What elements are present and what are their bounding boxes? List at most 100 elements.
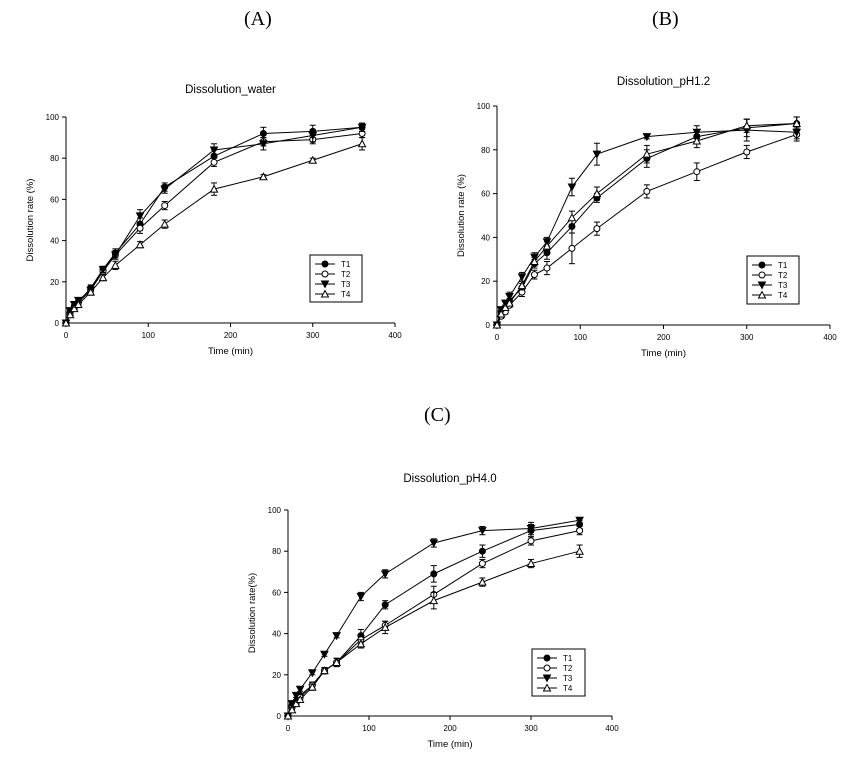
chart1-series-T4-point [65,310,75,319]
chart2-series-T4-point [742,121,752,130]
chart2-y-tick-label: 40 [481,233,490,242]
chart2-series-T4-point [567,213,577,222]
chart2-series-T4-point [642,149,652,158]
chart3-series-T4-point [320,666,329,675]
chart3-y-tick-label: 20 [272,671,281,680]
chart3-x-tick-label: 0 [286,724,291,733]
chart3-title: Dissolution_pH4.0 [403,473,496,485]
chart1-series-T4-point [308,155,318,164]
chart3-x-tick-label: 200 [443,724,457,733]
chart3-series-T4-point [332,657,341,666]
chart2-series-T3-point [642,133,652,142]
chart2-legend-T2-label: T2 [778,271,788,280]
chart3-series-T3-point [429,539,439,548]
chart1-series-T4-point [135,240,145,249]
chart1-series-T4-point [209,184,219,193]
chart1-legend-box [309,254,363,303]
chart3-series-T3-point [356,593,366,602]
chart2-series-T3-point [592,150,602,159]
chart1-series-T3-point [135,212,145,221]
chart1-legend-T3-marker [320,280,330,289]
chart2-x-axis-label: Time (min) [641,348,686,359]
chart2-series-T2-point [543,264,551,272]
chart1-legend-T3-label: T3 [341,280,351,289]
chart2-series-T4-point [496,309,506,318]
chart1-series-T3-point [98,265,108,274]
chart1-series-T3-point [209,146,219,155]
chart3-legend-T1-label: T1 [563,654,573,663]
chart3-x-tick-label: 400 [605,724,619,733]
chart3-series-T4-point [287,705,297,714]
chart3-series-T3-point [295,685,305,694]
chart3-legend-T3-marker [542,674,552,683]
chart3-x-axis-label: Time (min) [427,739,472,750]
chart1-y-tick-label: 80 [50,154,59,163]
chart2-legend-T2-marker [758,271,766,279]
chart3-series-T3-point [320,650,329,659]
chart1-series-T2-point [136,224,144,232]
chart2-series-T4-point [530,256,539,265]
chart2-series-T4-point [542,241,552,250]
chart3-series-T3-point [291,691,301,700]
chart3-series-T4-point [380,622,390,631]
chart2-series-T2-point [593,225,601,233]
chart1-legend-T1-label: T1 [341,260,351,269]
chart3-series-T1-point [381,601,389,609]
chart3-series-T1-point [430,570,438,578]
chart2-series-T2-point [743,148,751,156]
chart1-series-T4-point [98,273,108,282]
chart3-x-tick-label: 100 [362,724,376,733]
chart3-series-T4-point [526,559,536,568]
chart2-series-T4-point [592,189,602,198]
chart2-y-tick-label: 20 [481,277,490,286]
chart3-series-T4-point [283,711,293,720]
chart2-y-tick-label: 100 [477,102,491,111]
chart2-series-T2-point [693,168,701,176]
chart3-series-T3-point [478,527,487,536]
chart1-series-T2-point [210,158,218,166]
chart1-x-tick-label: 200 [224,331,238,340]
chart1-series-T2-point [161,202,169,210]
chart2-legend-T1-label: T1 [778,261,788,270]
chart1-series-T4-point [69,304,79,313]
chart3-legend-T2-marker [543,664,551,672]
chart2-legend-T4-label: T4 [778,291,788,300]
chart2-legend-T4-marker [757,290,767,299]
chart2-series-T3-point [505,293,514,302]
chart3-series-T4-point [307,682,317,691]
chart2-series-T4-point [500,302,510,311]
chart1-y-axis-label: Dissolution rate (%) [25,179,36,262]
chart2-x-tick-label: 0 [495,333,500,342]
chart1-series-T1-point [259,129,267,137]
chart2-series-T2-point [643,187,651,195]
chart1-y-tick-label: 40 [50,237,59,246]
chart2-y-axis-label: Dissolution rate (%) [456,174,467,257]
chart1-y-tick-label: 0 [55,319,60,328]
chart3-series-T4-point [291,699,301,708]
chart1-series-T3-point [357,123,367,132]
chart1-series-T4-point [259,172,268,181]
chart2-series-T3-point [567,183,577,192]
chart1-y-tick-label: 100 [46,113,60,122]
chart3-series-T2-point [576,527,584,535]
chart3-series-T2-point [478,560,486,568]
chart2-series-T2-point [530,271,538,279]
chart2-series-T4-point [792,118,802,128]
chart3-series-T3-point [526,525,536,534]
chart2-series-T4-point [505,298,514,307]
chart3-y-tick-label: 40 [272,630,281,639]
chart1-series-T4-point [160,219,170,228]
chart3-series-T4-point [575,546,584,555]
chart2-legend-box [746,255,800,305]
chart1-series-T3-point [111,251,120,260]
chart3-x-tick-label: 300 [524,724,538,733]
chart3-series-T4-point [429,596,439,605]
chart3-y-tick-label: 60 [272,588,281,597]
chart2-series-T3-point [517,273,527,282]
chart2-y-tick-label: 80 [481,146,490,155]
panel-label-b: (B) [652,8,679,30]
chart1-series-T3-point [308,132,318,141]
chart2-series-T3-point [692,128,702,137]
chart1-x-axis-label: Time (min) [208,346,253,357]
